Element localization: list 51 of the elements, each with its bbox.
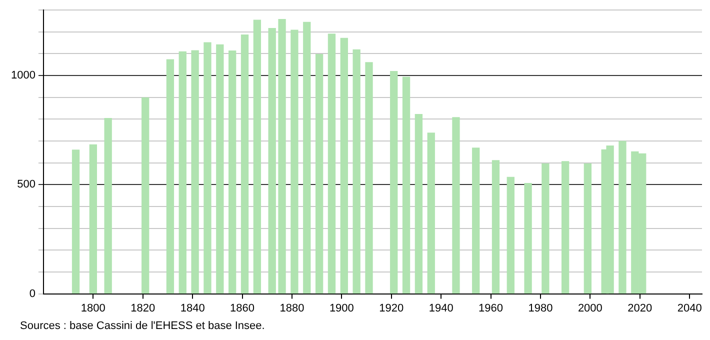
x-tick-label: 1820: [130, 302, 156, 314]
bar: [89, 144, 97, 294]
x-tick-label: 1900: [329, 302, 354, 314]
bar: [228, 50, 236, 294]
x-tick-label: 1840: [180, 302, 205, 314]
bar: [191, 50, 199, 294]
x-tick-label: 2000: [578, 302, 602, 314]
bar: [328, 34, 336, 294]
bar: [427, 132, 435, 294]
x-tick-label: 1880: [280, 302, 304, 314]
bar: [178, 51, 186, 294]
bar: [278, 19, 286, 294]
bar: [240, 34, 249, 294]
source-note: Sources : base Cassini de l'EHESS et base Insee.: [20, 320, 265, 332]
x-tick-label: 2040: [677, 302, 702, 314]
bar: [72, 150, 80, 294]
bar: [365, 62, 373, 294]
bar: [561, 161, 570, 294]
bar: [472, 148, 480, 294]
bar: [166, 59, 174, 294]
bar: [340, 38, 348, 294]
bar: [414, 114, 423, 294]
bar: [315, 54, 324, 294]
x-tick-label: 1940: [428, 302, 454, 314]
bar: [618, 140, 626, 294]
bar: [584, 163, 592, 294]
bar: [204, 42, 212, 294]
bar: [402, 76, 410, 294]
x-tick-label: 1960: [478, 302, 504, 314]
y-tick-label: 1000: [10, 70, 36, 82]
bar: [104, 118, 112, 294]
bar: [452, 117, 460, 294]
bar: [303, 22, 311, 294]
bar: [268, 28, 276, 294]
y-tick-label: 500: [17, 178, 36, 191]
bar: [492, 160, 500, 294]
y-tick-label: 0: [29, 288, 36, 300]
bar: [524, 183, 532, 294]
bar: [542, 163, 550, 294]
x-tick-label: 2020: [628, 302, 652, 314]
bar: [352, 49, 360, 294]
bar: [216, 44, 224, 294]
x-tick-label: 1860: [230, 302, 255, 314]
bar: [142, 97, 150, 294]
x-tick-label: 1980: [528, 302, 553, 314]
x-tick-label: 1800: [80, 302, 106, 314]
bar: [390, 71, 398, 294]
bar: [506, 176, 514, 294]
bar: [290, 30, 298, 294]
bar: [253, 20, 262, 294]
x-tick-label: 1920: [379, 302, 404, 314]
